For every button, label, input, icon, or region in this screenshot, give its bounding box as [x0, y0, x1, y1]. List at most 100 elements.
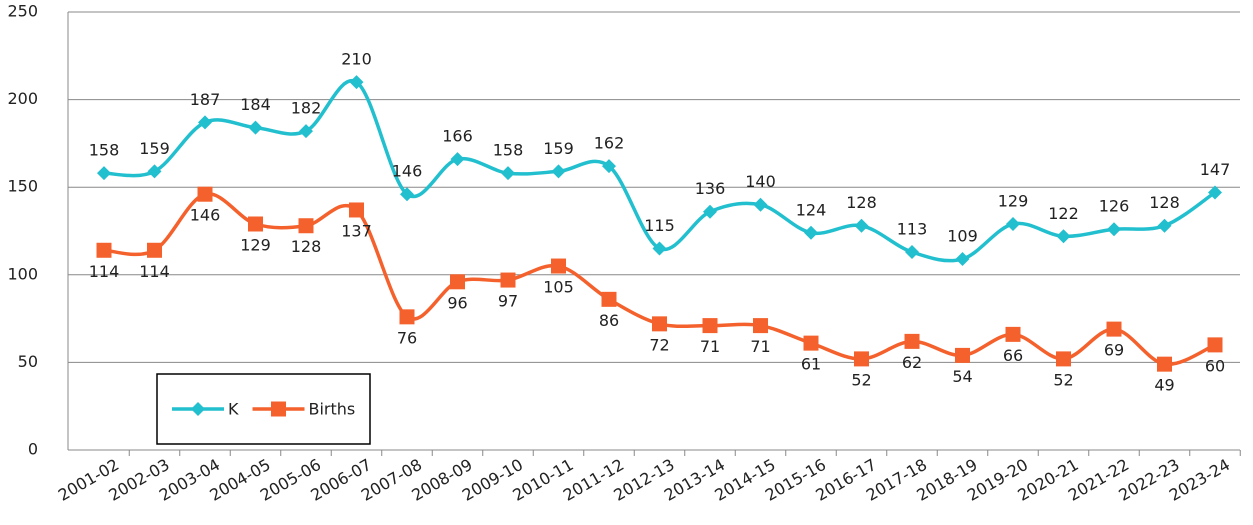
data-label: 52 [1053, 370, 1073, 389]
data-label: 184 [240, 95, 271, 114]
data-label: 86 [599, 311, 619, 330]
data-label: 126 [1099, 197, 1130, 216]
data-label: 129 [240, 235, 271, 254]
marker [298, 218, 314, 234]
marker [1056, 229, 1071, 244]
data-label: 114 [89, 262, 120, 281]
data-label: 140 [745, 172, 776, 191]
marker [97, 166, 111, 181]
data-label: 109 [947, 227, 978, 246]
data-label: 52 [851, 370, 871, 389]
data-label: 137 [341, 221, 372, 240]
data-label: 122 [1048, 204, 1079, 223]
data-label: 128 [846, 193, 877, 212]
marker [500, 272, 516, 288]
marker [703, 204, 717, 219]
data-label: 54 [952, 367, 972, 386]
marker [1005, 326, 1021, 342]
marker [248, 120, 263, 135]
data-label: 146 [190, 206, 221, 225]
marker [904, 333, 920, 349]
data-label: 72 [649, 335, 669, 354]
data-label: 129 [998, 191, 1029, 210]
data-label: 124 [796, 200, 827, 219]
marker [803, 335, 819, 351]
marker [1107, 222, 1121, 237]
marker [652, 316, 667, 332]
legend-label: Births [309, 400, 356, 419]
y-tick-label: 200 [7, 89, 38, 108]
marker [804, 225, 818, 240]
data-label: 166 [442, 127, 473, 146]
marker [1208, 185, 1222, 200]
marker [753, 318, 768, 334]
marker [399, 309, 415, 325]
marker [551, 164, 566, 179]
marker [1106, 321, 1122, 337]
data-label: 71 [700, 337, 720, 356]
data-label: 60 [1205, 356, 1225, 375]
data-label: 97 [498, 292, 518, 311]
marker [955, 252, 970, 267]
data-label: 113 [897, 220, 928, 239]
marker [602, 159, 616, 174]
data-label: 187 [190, 90, 221, 109]
data-label: 49 [1154, 376, 1174, 395]
marker [450, 274, 465, 290]
marker [753, 197, 768, 212]
y-tick-label: 0 [28, 440, 38, 459]
series-line [103, 192, 1216, 366]
marker [349, 75, 364, 90]
data-label: 136 [695, 179, 726, 198]
marker [854, 351, 869, 367]
marker [955, 347, 970, 363]
marker [1006, 216, 1020, 231]
marker [271, 401, 286, 417]
data-label: 159 [139, 139, 170, 158]
marker [96, 242, 112, 258]
data-label: 182 [291, 99, 322, 118]
data-label: 146 [392, 162, 423, 181]
y-tick-label: 50 [18, 352, 38, 371]
marker [450, 152, 465, 167]
marker [191, 402, 205, 416]
marker [147, 242, 162, 258]
y-tick-label: 250 [7, 2, 38, 21]
marker [854, 218, 869, 233]
marker [702, 318, 718, 334]
data-label: 61 [801, 355, 821, 374]
marker [248, 216, 263, 232]
data-label: 62 [902, 353, 922, 372]
data-label: 158 [493, 141, 524, 160]
marker [501, 166, 515, 181]
marker [1207, 337, 1223, 353]
data-label: 128 [1149, 193, 1180, 212]
marker [197, 186, 213, 202]
marker [1157, 356, 1172, 372]
data-label: 76 [397, 328, 417, 347]
marker [198, 115, 212, 130]
data-label: 105 [543, 278, 574, 297]
data-label: 69 [1104, 341, 1124, 360]
legend-label: K [228, 400, 239, 419]
legend: K Births [156, 373, 371, 445]
marker [1056, 351, 1071, 367]
marker [905, 245, 919, 260]
marker [349, 202, 364, 218]
data-label: 71 [750, 337, 770, 356]
data-label: 114 [139, 262, 170, 281]
data-label: 159 [543, 139, 574, 158]
marker [601, 291, 617, 307]
data-label: 147 [1200, 160, 1231, 179]
marker [147, 164, 162, 179]
marker [551, 258, 566, 274]
data-label: 96 [447, 293, 467, 312]
data-label: 210 [341, 50, 372, 69]
data-label: 115 [644, 216, 675, 235]
y-tick-label: 100 [7, 264, 38, 283]
marker [652, 241, 667, 256]
marker [400, 187, 414, 202]
marker [1157, 218, 1172, 233]
marker [299, 124, 313, 139]
